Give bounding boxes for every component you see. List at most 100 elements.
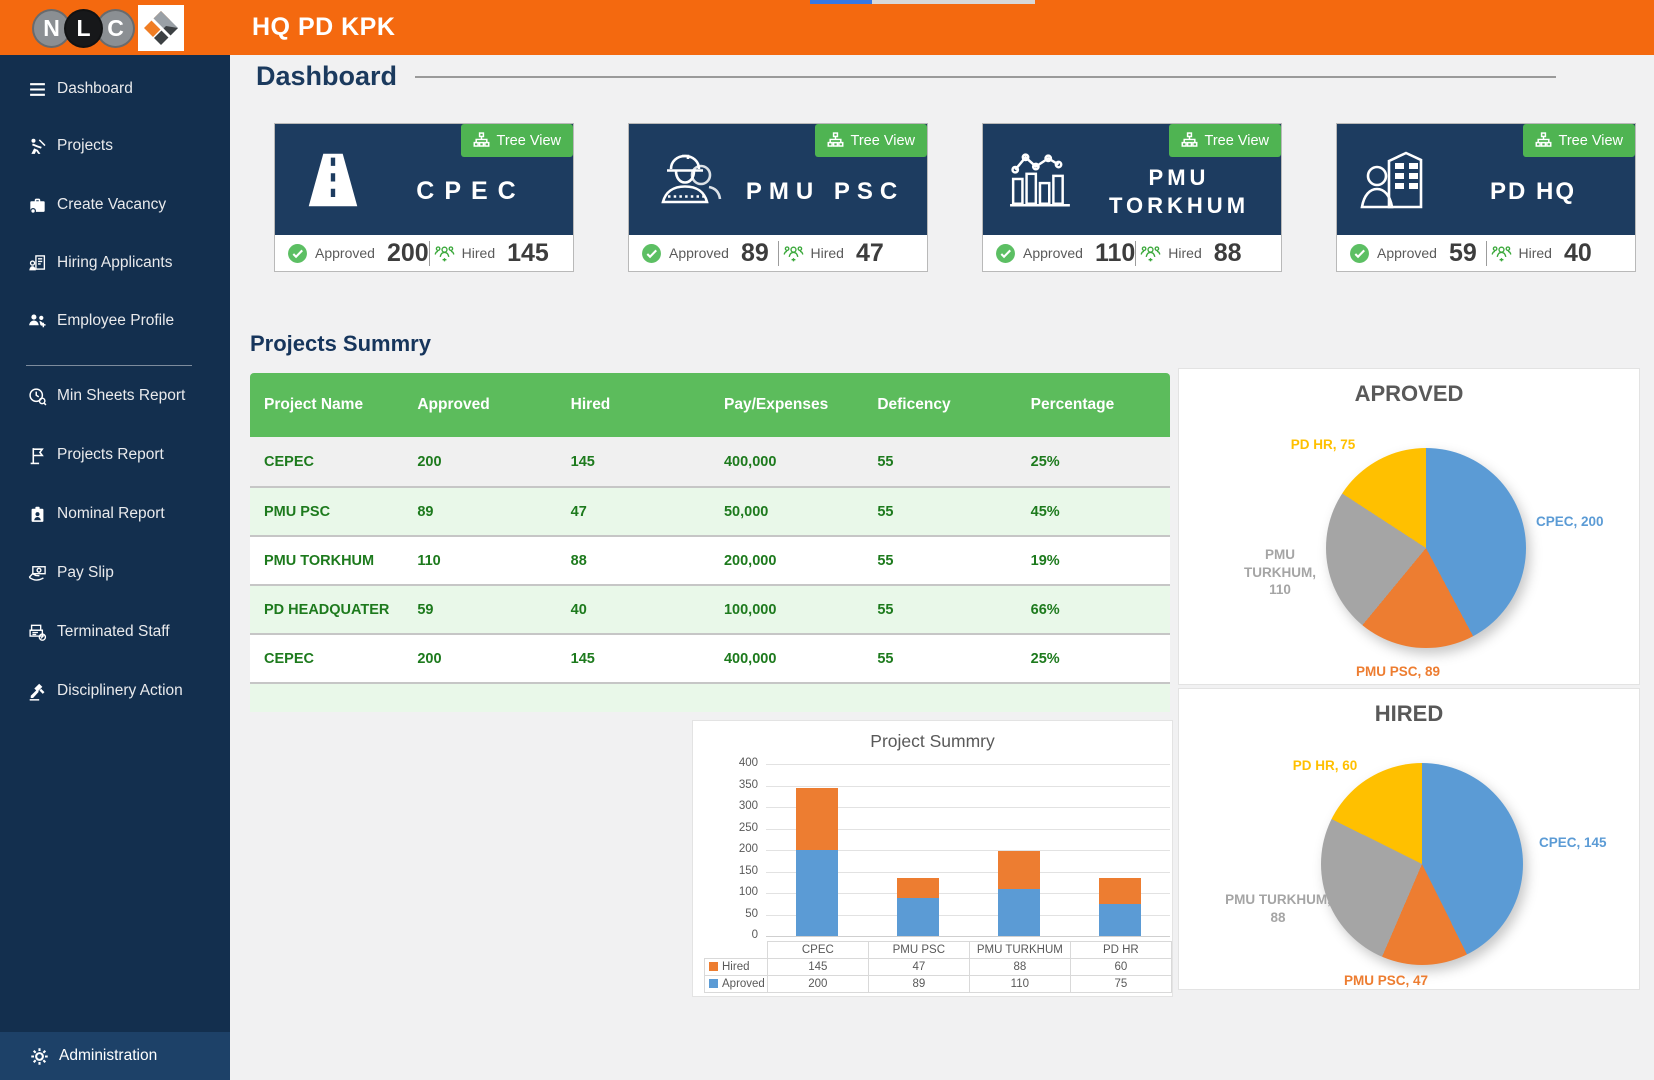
tree-view-label: Tree View — [850, 132, 915, 149]
card-project-name: CPEC — [416, 176, 526, 205]
bar-segment-aproved — [997, 888, 1040, 936]
sidebar-item-pay-slip[interactable]: Pay Slip — [28, 557, 222, 589]
gridline — [766, 914, 1170, 916]
approved-label: Approved — [1377, 245, 1437, 261]
series-value: 60 — [1069, 958, 1172, 976]
table-row: CEPEC 200 145 400,000 55 25% — [250, 437, 1170, 486]
table-cell: PMU PSC — [264, 503, 331, 520]
y-axis-tick-label: 150 — [738, 864, 758, 877]
sidebar: Dashboard Projects Create Vacancy Hiring Ap… — [0, 55, 230, 1080]
nlc-logo[interactable]: N L C — [32, 5, 184, 51]
pie-data-label-pmu-turkhum: PMU TURKHUM, 110 — [1244, 547, 1316, 598]
gridline — [766, 807, 1170, 808]
table-cell: 55 — [877, 453, 894, 470]
project-card-pmu-torkhum: Tree View PMU TORKHUM Approved 110 Hired 88 — [982, 123, 1282, 272]
card-stats: Approved 110 Hired 88 — [983, 235, 1281, 271]
stacked-bar-pmu-turkhum — [997, 850, 1040, 936]
road-icon — [297, 147, 369, 213]
employees-icon — [28, 312, 47, 331]
flag-icon — [28, 446, 47, 465]
table-cell: 100,000 — [723, 601, 777, 618]
hired-label: Hired — [1168, 245, 1202, 261]
tree-view-label: Tree View — [496, 132, 561, 149]
table-cell: 66% — [1030, 601, 1060, 618]
tree-view-button-pmu-torkhum[interactable]: Tree View — [1168, 124, 1281, 157]
sidebar-item-create-vacancy[interactable]: Create Vacancy — [28, 189, 222, 221]
hired-value: 145 — [507, 238, 549, 267]
table-row: PMU PSC 89 47 50,000 55 45% — [250, 486, 1170, 535]
hired-group-icon — [1491, 243, 1512, 264]
sidebar-item-min-sheets-report[interactable]: Min Sheets Report — [28, 380, 222, 412]
series-value: 75 — [1069, 975, 1172, 993]
tree-view-icon — [473, 132, 490, 149]
sidebar-divider — [26, 365, 192, 366]
sidebar-item-hiring-applicants[interactable]: Hiring Applicants — [28, 247, 222, 279]
y-axis-tick-label: 50 — [745, 907, 758, 920]
stacked-bar-pd-hr — [1098, 877, 1141, 936]
sidebar-item-label: Create Vacancy — [57, 196, 167, 213]
table-cell: 55 — [877, 650, 894, 667]
hired-label: Hired — [810, 245, 844, 261]
sidebar-item-label: Disciplinery Action — [57, 682, 183, 699]
check-circle-icon — [641, 243, 662, 264]
title-rule — [415, 75, 1556, 78]
bar-segment-hired — [1098, 877, 1141, 904]
stat-divider — [428, 240, 430, 266]
y-axis-tick-label: 250 — [738, 821, 758, 834]
table-cell: 200 — [417, 453, 442, 470]
project-card-pd-hq: Tree View PD HQ Approved 59 Hired 40 — [1336, 123, 1636, 272]
logo-letter-l: L — [64, 8, 103, 48]
card-header-pd-hq: Tree View PD HQ — [1337, 124, 1635, 235]
sidebar-item-nominal-report[interactable]: Nominal Report — [28, 498, 222, 530]
hired-value: 47 — [855, 238, 884, 267]
table-cell: 19% — [1030, 552, 1060, 569]
stacked-bar-pmu-psc — [896, 877, 939, 936]
table-header-row: Project Name Approved Hired Pay/Expenses Def… — [250, 373, 1170, 437]
table-cell: 55 — [877, 601, 894, 618]
sidebar-item-dashboard[interactable]: Dashboard — [28, 73, 222, 105]
sidebar-item-disciplinery-action[interactable]: Disciplinery Action — [28, 675, 222, 707]
tree-view-label: Tree View — [1204, 132, 1269, 149]
tree-view-icon — [1181, 132, 1198, 149]
sidebar-item-label: Dashboard — [57, 80, 133, 97]
hired-stat: Hired 88 — [1136, 239, 1273, 268]
sidebar-item-terminated-staff[interactable]: Terminated Staff — [28, 616, 222, 648]
bar-segment-hired — [896, 877, 939, 898]
sidebar-item-label: Projects — [57, 137, 113, 154]
series-value: 145 — [766, 958, 869, 976]
series-row-aproved: Aproved 200 89 110 75 — [704, 975, 1172, 993]
table-row: PMU TORKHUM 110 88 200,000 55 19% — [250, 535, 1170, 584]
sidebar-item-projects[interactable]: Projects — [28, 130, 222, 162]
table-cell: 40 — [570, 601, 587, 618]
category-label: CPEC — [766, 941, 869, 959]
building-user-icon — [1359, 147, 1431, 213]
category-row: CPEC PMU PSC PMU TURKHUM PD HR — [705, 941, 1172, 959]
legend-swatch-icon — [709, 979, 718, 988]
category-label: PD HR — [1069, 941, 1172, 959]
hired-value: 40 — [1563, 238, 1592, 267]
table-header-cell: Percentage — [1030, 396, 1115, 413]
tree-view-button-pmu-psc[interactable]: Tree View — [814, 124, 927, 157]
tree-view-button-cpec[interactable]: Tree View — [460, 124, 573, 157]
hired-group-icon — [1140, 243, 1161, 264]
project-card-cpec: Tree View CPEC Approved 200 Hired 145 — [274, 123, 574, 272]
bar-segment-hired — [997, 850, 1040, 889]
sidebar-item-administration[interactable]: Administration — [0, 1032, 230, 1080]
sidebar-item-label: Pay Slip — [57, 564, 114, 581]
page-title-row: Dashboard — [256, 61, 1556, 92]
stacked-bar-cpec — [795, 787, 838, 936]
table-cell: 88 — [570, 552, 587, 569]
table-cell: 25% — [1030, 453, 1060, 470]
sidebar-item-projects-report[interactable]: Projects Report — [28, 439, 222, 471]
tree-view-button-pd-hq[interactable]: Tree View — [1522, 124, 1635, 157]
series-value: 110 — [968, 975, 1071, 993]
check-circle-icon — [995, 243, 1016, 264]
table-cell: CEPEC — [264, 453, 314, 470]
card-header-pmu-torkhum: Tree View PMU TORKHUM — [983, 124, 1281, 235]
check-circle-icon — [1349, 243, 1370, 264]
stat-divider — [777, 240, 779, 266]
sidebar-item-label: Projects Report — [57, 446, 164, 463]
hired-group-icon — [434, 243, 455, 264]
sidebar-item-employee-profile[interactable]: Employee Profile — [28, 305, 222, 337]
